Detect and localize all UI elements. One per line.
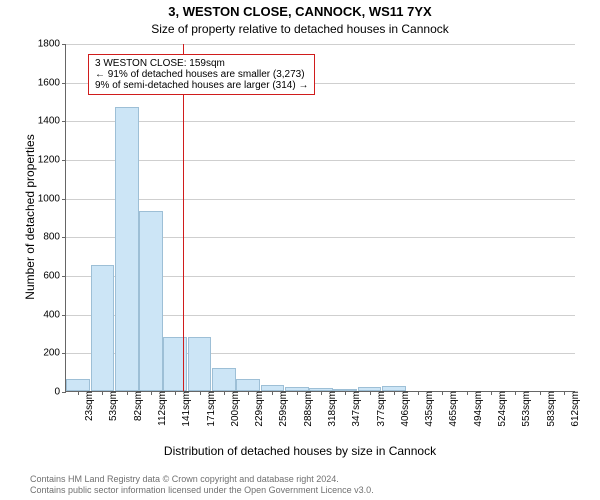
attribution-text: Contains HM Land Registry data © Crown c… [30,474,374,496]
gridline [66,44,575,45]
xtick-label: 583sqm [540,391,557,427]
histogram-bar [66,379,90,391]
xtick-label: 406sqm [394,391,411,427]
ytick-label: 400 [43,309,66,320]
histogram-bar [212,368,236,391]
xtick-label: 318sqm [321,391,338,427]
ytick-label: 800 [43,232,66,243]
xtick-label: 553sqm [515,391,532,427]
attribution-line-2: Contains public sector information licen… [30,485,374,496]
xtick-label: 259sqm [272,391,289,427]
marker-line [183,44,184,391]
gridline [66,199,575,200]
xtick-label: 53sqm [102,391,119,421]
xtick-label: 82sqm [127,391,144,421]
xtick-label: 288sqm [297,391,314,427]
ytick-label: 1800 [38,39,66,50]
histogram-bar [236,379,260,391]
xtick-label: 200sqm [224,391,241,427]
histogram-bar [91,265,115,391]
xtick-label: 465sqm [442,391,459,427]
ytick-label: 600 [43,271,66,282]
xtick-label: 112sqm [151,391,168,426]
gridline [66,121,575,122]
gridline [66,160,575,161]
ytick-label: 1200 [38,155,66,166]
ytick-label: 1600 [38,77,66,88]
xtick-label: 524sqm [491,391,508,427]
xtick-label: 612sqm [564,391,581,427]
xtick-label: 347sqm [345,391,362,427]
histogram-bar [115,107,139,391]
x-axis-label: Distribution of detached houses by size … [0,444,600,458]
ytick-label: 1400 [38,116,66,127]
annotation-line: 9% of semi-detached houses are larger (3… [95,80,308,91]
y-axis-label: Number of detached properties [23,117,37,317]
ytick-label: 0 [54,387,66,398]
chart-title-description: Size of property relative to detached ho… [0,22,600,36]
annotation-box: 3 WESTON CLOSE: 159sqm← 91% of detached … [88,54,315,95]
ytick-label: 1000 [38,193,66,204]
ytick-label: 200 [43,348,66,359]
xtick-label: 141sqm [175,391,192,427]
xtick-label: 229sqm [248,391,265,427]
xtick-label: 171sqm [200,391,217,427]
annotation-line: 3 WESTON CLOSE: 159sqm [95,58,308,69]
chart-title-address: 3, WESTON CLOSE, CANNOCK, WS11 7YX [0,4,600,19]
xtick-label: 494sqm [467,391,484,427]
xtick-label: 377sqm [370,391,387,427]
xtick-label: 435sqm [418,391,435,427]
histogram-bar [139,211,163,391]
histogram-bar [188,337,212,391]
plot-area: 02004006008001000120014001600180023sqm53… [65,44,575,392]
annotation-line: ← 91% of detached houses are smaller (3,… [95,69,308,80]
xtick-label: 23sqm [78,391,95,421]
attribution-line-1: Contains HM Land Registry data © Crown c… [30,474,374,485]
